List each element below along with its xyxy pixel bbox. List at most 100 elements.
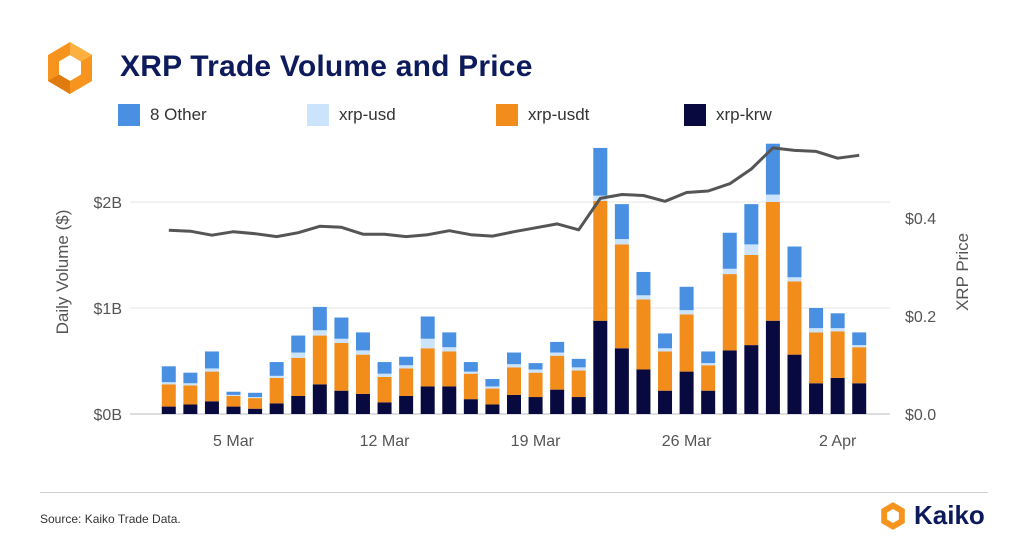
bar-xrp-usd-10 <box>377 373 392 377</box>
bar-xrp-usdt-18 <box>550 355 565 390</box>
bar-xrp-krw-11 <box>399 395 414 414</box>
bar-xrp-usdt-17 <box>528 372 543 398</box>
y-tick-label: $0B <box>94 407 122 424</box>
bar-xrp-usd-11 <box>399 365 414 369</box>
bar-xrp-usd-12 <box>420 338 435 349</box>
bar-xrp-krw-19 <box>571 397 586 414</box>
bar-8-other-7 <box>312 306 327 331</box>
chart-title: XRP Trade Volume and Price <box>120 50 533 83</box>
bar-xrp-krw-25 <box>701 390 716 414</box>
legend-item-usd: xrp-usd <box>307 104 396 126</box>
bar-xrp-usdt-8 <box>334 342 349 391</box>
bar-8-other-31 <box>830 313 845 329</box>
bar-xrp-usdt-2 <box>204 371 219 402</box>
bar-xrp-usd-28 <box>765 194 780 202</box>
x-tick-label: 19 Mar <box>511 433 561 450</box>
bar-8-other-24 <box>679 286 694 311</box>
bar-8-other-20 <box>593 147 608 196</box>
bar-8-other-12 <box>420 316 435 339</box>
bar-xrp-krw-31 <box>830 377 845 414</box>
bar-xrp-usdt-7 <box>312 335 327 385</box>
bar-xrp-usdt-32 <box>852 347 867 384</box>
bar-xrp-usd-21 <box>614 239 629 245</box>
bar-8-other-29 <box>787 246 802 278</box>
x-tick-label: 12 Mar <box>360 433 410 450</box>
bar-xrp-usdt-25 <box>701 365 716 391</box>
bar-8-other-21 <box>614 204 629 240</box>
bar-8-other-19 <box>571 358 586 368</box>
bar-8-other-26 <box>722 232 737 269</box>
bar-xrp-usd-5 <box>269 375 284 378</box>
legend-item-other: 8 Other <box>118 104 207 126</box>
bar-8-other-3 <box>226 391 241 395</box>
bar-xrp-usd-13 <box>442 347 457 352</box>
bar-xrp-krw-21 <box>614 348 629 414</box>
bar-8-other-27 <box>744 204 759 245</box>
bar-xrp-usd-3 <box>226 394 241 396</box>
bar-xrp-krw-12 <box>420 386 435 414</box>
bar-xrp-usd-29 <box>787 277 802 282</box>
bar-xrp-krw-5 <box>269 403 284 414</box>
brand-mark: Kaiko <box>878 500 985 531</box>
x-tick-label: 26 Mar <box>662 433 712 450</box>
bar-8-other-13 <box>442 332 457 348</box>
footer-divider <box>40 492 988 493</box>
bar-xrp-krw-4 <box>248 408 263 414</box>
bar-xrp-usd-19 <box>571 367 586 371</box>
bar-xrp-krw-7 <box>312 384 327 414</box>
x-axis-tick-labels: 5 Mar 12 Mar 19 Mar 26 Mar 2 Apr <box>213 433 857 450</box>
bar-xrp-usdt-1 <box>183 385 198 405</box>
bar-xrp-krw-14 <box>463 399 478 414</box>
y2-tick-label: $0.4 <box>905 211 936 228</box>
bar-8-other-25 <box>701 351 716 364</box>
bar-xrp-krw-1 <box>183 404 198 414</box>
bar-xrp-usd-17 <box>528 369 543 373</box>
bar-xrp-krw-27 <box>744 345 759 414</box>
legend-label-usd: xrp-usd <box>339 105 396 124</box>
bar-xrp-usdt-19 <box>571 370 586 398</box>
bar-xrp-krw-8 <box>334 390 349 414</box>
bar-xrp-krw-17 <box>528 397 543 414</box>
bar-xrp-usd-18 <box>550 352 565 356</box>
bar-8-other-17 <box>528 363 543 370</box>
bar-8-other-28 <box>765 143 780 195</box>
bar-xrp-usd-7 <box>312 330 327 336</box>
legend-swatch-other <box>118 104 140 126</box>
legend-swatch-usdt <box>496 104 518 126</box>
bar-8-other-10 <box>377 362 392 374</box>
bar-xrp-usd-23 <box>658 348 673 352</box>
source-note: Source: Kaiko Trade Data. <box>40 512 181 526</box>
bar-xrp-usdt-21 <box>614 244 629 349</box>
bar-xrp-usdt-24 <box>679 314 694 372</box>
bar-xrp-krw-23 <box>658 390 673 414</box>
bar-8-other-30 <box>809 308 824 329</box>
legend-item-usdt: xrp-usdt <box>496 104 589 126</box>
bar-xrp-usdt-3 <box>226 395 241 407</box>
bar-xrp-usd-0 <box>161 382 176 385</box>
bar-xrp-krw-24 <box>679 371 694 414</box>
bar-xrp-krw-2 <box>204 401 219 414</box>
brand-name: Kaiko <box>914 500 985 530</box>
bar-xrp-krw-26 <box>722 350 737 414</box>
y-axis-tick-labels: $0B $1B $2B <box>94 195 122 424</box>
bar-xrp-usdt-14 <box>463 373 478 400</box>
bar-xrp-usdt-12 <box>420 348 435 387</box>
bar-xrp-krw-22 <box>636 369 651 414</box>
bar-8-other-5 <box>269 362 284 376</box>
bar-xrp-krw-30 <box>809 383 824 414</box>
legend-label-krw: xrp-krw <box>716 105 772 124</box>
bar-xrp-usd-8 <box>334 338 349 343</box>
bar-xrp-krw-16 <box>507 394 521 414</box>
bar-xrp-usdt-31 <box>830 331 845 378</box>
bar-8-other-9 <box>355 332 370 351</box>
bar-xrp-usd-1 <box>183 383 198 386</box>
bar-xrp-usd-26 <box>722 268 737 275</box>
bar-series <box>161 143 867 414</box>
bar-xrp-usd-6 <box>291 352 306 358</box>
legend-item-krw: xrp-krw <box>684 104 772 126</box>
bar-xrp-krw-6 <box>291 395 306 414</box>
volume-price-chart: $0B $1B $2B $0.0 $0.2 $0.4 5 Mar 12 Mar 19 Mar… <box>53 143 972 450</box>
bar-xrp-usd-30 <box>809 328 824 333</box>
y2-tick-label: $0.2 <box>905 309 936 326</box>
bar-8-other-4 <box>248 392 263 398</box>
